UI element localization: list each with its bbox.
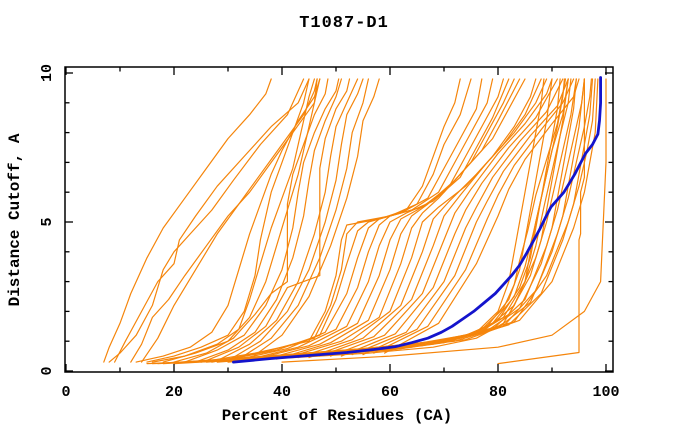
model-curve bbox=[184, 78, 340, 363]
model-curve bbox=[146, 78, 569, 365]
x-tick-label: 40 bbox=[273, 384, 291, 401]
model-curve bbox=[330, 78, 553, 357]
model-curve bbox=[200, 78, 461, 363]
model-curve bbox=[286, 78, 526, 359]
model-curve bbox=[162, 78, 318, 363]
model-curves-layer bbox=[103, 76, 607, 365]
x-tick-label: 80 bbox=[489, 384, 507, 401]
x-tick-label: 20 bbox=[165, 384, 183, 401]
y-tick-label: 10 bbox=[39, 64, 56, 82]
y-tick-label: 0 bbox=[39, 366, 56, 375]
highlight-model-curve bbox=[231, 76, 602, 364]
model-curve bbox=[497, 78, 586, 365]
model-curve bbox=[211, 78, 472, 363]
plot-border bbox=[64, 66, 614, 373]
model-curve bbox=[135, 78, 321, 363]
axes-layer: 0 20 40 60 80 100 0 5 10 bbox=[39, 64, 620, 401]
model-curve bbox=[113, 78, 310, 363]
model-curve bbox=[108, 78, 305, 363]
model-curve bbox=[211, 78, 593, 362]
model-curve bbox=[254, 78, 510, 360]
x-tick-label: 0 bbox=[61, 384, 70, 401]
model-curve bbox=[195, 78, 577, 363]
x-tick-label: 60 bbox=[381, 384, 399, 401]
model-curve bbox=[222, 78, 596, 362]
model-curve bbox=[249, 78, 380, 360]
model-curve bbox=[297, 78, 537, 359]
model-curve bbox=[319, 78, 548, 357]
model-curve bbox=[173, 78, 329, 363]
chart-title: T1087-D1 bbox=[299, 14, 389, 33]
model-curve bbox=[384, 78, 580, 354]
model-curve bbox=[151, 78, 545, 365]
model-curve bbox=[362, 78, 569, 356]
model-curve bbox=[238, 78, 369, 360]
model-curve bbox=[103, 78, 272, 363]
model-curve bbox=[276, 78, 521, 360]
model-curve bbox=[265, 78, 515, 360]
model-curve bbox=[340, 78, 559, 357]
y-axis-label: Distance Cutoff, A bbox=[6, 133, 24, 306]
model-curve bbox=[232, 78, 494, 362]
x-tick-label: 100 bbox=[592, 384, 619, 401]
model-curve bbox=[227, 78, 364, 362]
model-curve bbox=[281, 78, 607, 363]
model-curve bbox=[195, 78, 342, 363]
x-axis-label: Percent of Residues (CA) bbox=[222, 407, 452, 425]
y-tick-label: 5 bbox=[39, 217, 56, 226]
model-curve bbox=[146, 78, 310, 363]
model-curve bbox=[151, 78, 315, 363]
model-curve bbox=[130, 78, 321, 363]
model-curve bbox=[243, 78, 504, 362]
model-curve bbox=[216, 78, 359, 362]
model-curve bbox=[308, 78, 542, 359]
model-curve bbox=[205, 78, 351, 362]
model-curve bbox=[373, 78, 575, 354]
